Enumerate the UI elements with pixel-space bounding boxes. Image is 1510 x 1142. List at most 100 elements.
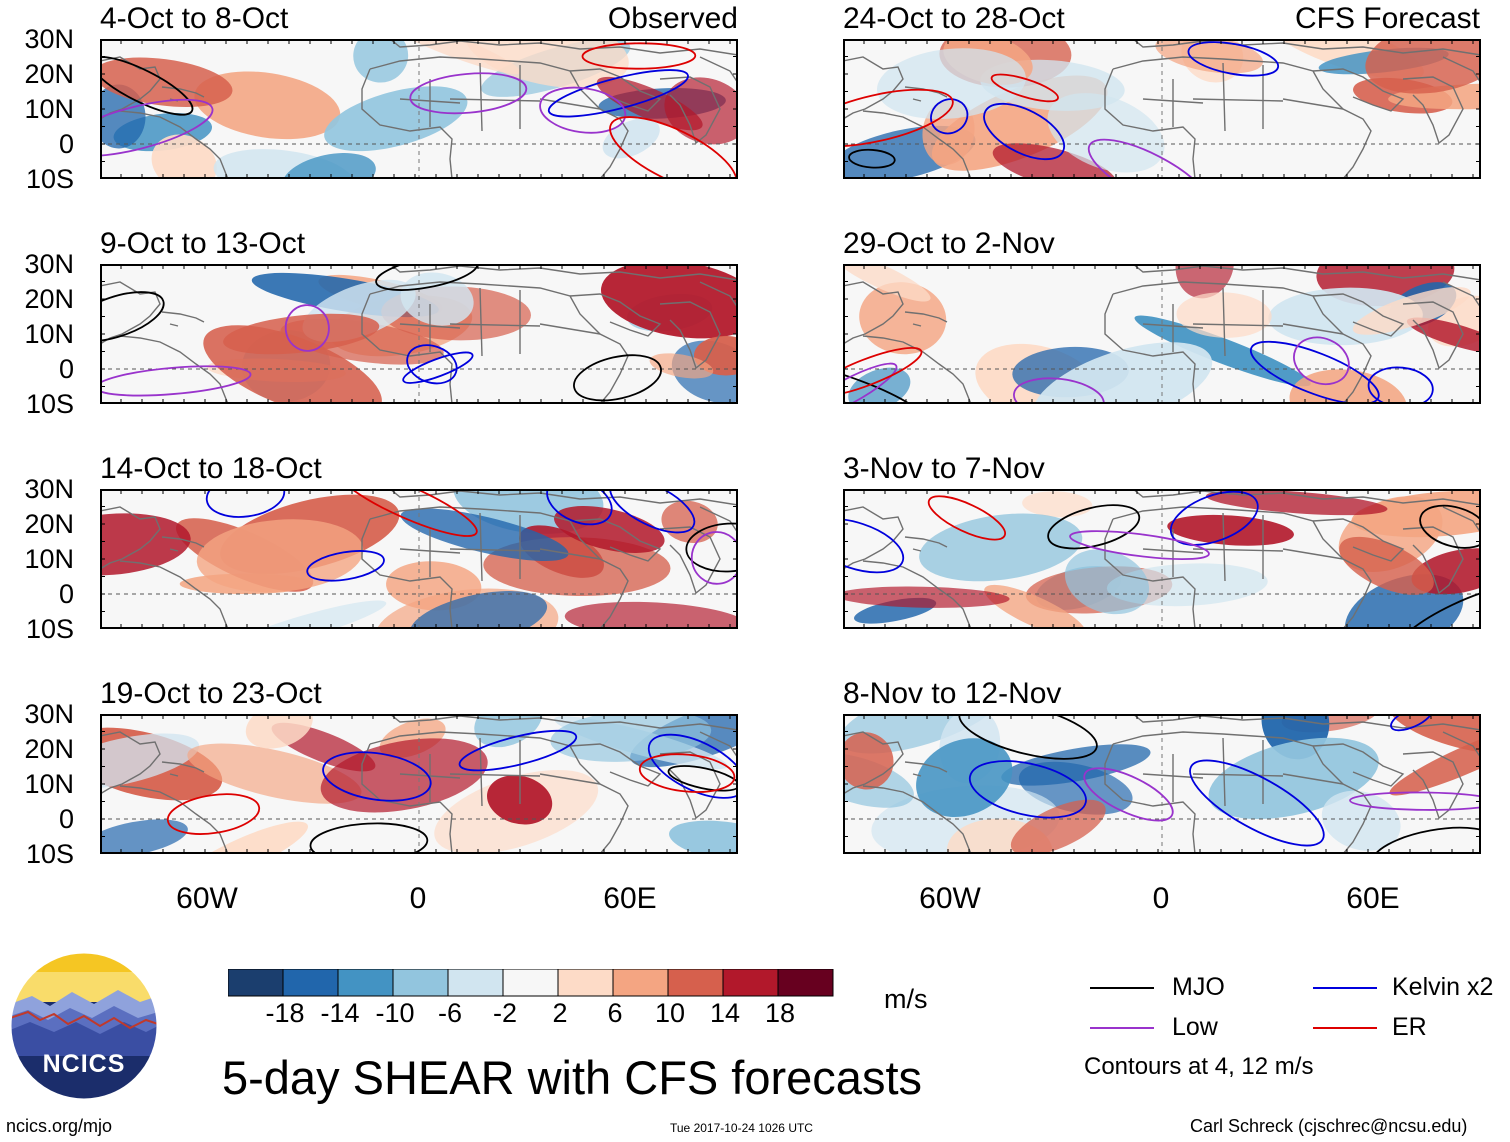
shear-anomaly-blob — [916, 738, 1013, 818]
wave-contour — [100, 291, 165, 343]
shear-anomaly-blob — [223, 600, 387, 629]
wave-contour — [1189, 759, 1325, 847]
coastline — [1104, 293, 1196, 404]
coastline — [1222, 512, 1226, 582]
coastline — [1112, 56, 1372, 179]
coastline — [399, 323, 461, 329]
coastline — [862, 110, 972, 179]
coastline — [361, 743, 453, 854]
y-tick-10n-row2: 10N — [24, 319, 74, 349]
footer-url[interactable]: ncics.org/mjo — [6, 1116, 113, 1136]
wave-contour — [685, 522, 738, 573]
legend-line-kelvin — [1313, 987, 1377, 989]
wave-contour — [1249, 340, 1380, 404]
y-tick-20n-row1: 20N — [24, 59, 74, 89]
coastline — [1442, 731, 1481, 759]
coastline — [361, 68, 453, 179]
y-tick-0-row1: 0 — [58, 129, 74, 159]
colorbar-swatch-5 — [502, 969, 559, 997]
coastline — [1142, 98, 1204, 104]
shear-anomaly-blob — [320, 738, 488, 813]
wave-contour — [573, 354, 662, 402]
x-tick-0-left: 0 — [409, 882, 427, 915]
wave-contour — [581, 42, 697, 70]
coastline — [659, 76, 721, 145]
wave-contour — [667, 765, 738, 792]
coastline — [1442, 56, 1481, 84]
legend-line-low — [1090, 1027, 1154, 1029]
colorbar-label-10: 10 — [654, 998, 686, 1028]
coastline — [1282, 773, 1344, 785]
colorbar-units: m/s — [884, 984, 928, 1014]
wave-contour — [1367, 366, 1434, 404]
shear-anomaly-blob — [876, 48, 1026, 119]
shear-anomaly-blob — [100, 513, 191, 576]
colorbar-label-neg18: -18 — [265, 998, 305, 1028]
wave-contour — [539, 86, 627, 134]
coastline — [904, 536, 948, 548]
wave-contour — [1069, 530, 1210, 561]
coastline — [904, 761, 948, 773]
shear-anomaly-blob — [100, 84, 146, 149]
coastline — [479, 62, 483, 132]
coastline — [569, 68, 662, 112]
wave-contour — [100, 98, 214, 157]
colorbar-label-neg2: -2 — [492, 998, 517, 1028]
coastline — [699, 281, 738, 309]
wave-contour — [1083, 767, 1174, 822]
coastline — [361, 293, 453, 404]
shear-anomaly-blob — [223, 313, 380, 355]
shear-anomaly-blob — [400, 508, 569, 562]
wave-contour — [306, 550, 385, 582]
ncics-logo: NCICS — [10, 952, 158, 1100]
coastline — [161, 86, 205, 98]
shear-anomaly-blob — [1352, 286, 1471, 335]
coastline — [569, 293, 662, 337]
wave-contour — [690, 531, 738, 585]
x-tick-60e-left: 60E — [603, 882, 657, 915]
wave-contour — [1169, 490, 1259, 546]
y-tick-0-row4: 0 — [58, 804, 74, 834]
coastline — [912, 323, 922, 327]
wave-contour — [843, 346, 923, 398]
shear-anomaly-blob — [600, 264, 738, 339]
coastline — [1142, 548, 1204, 554]
colorbar-swatch-8 — [667, 969, 724, 997]
colorbar-label-neg10: -10 — [375, 998, 415, 1028]
coastline — [843, 281, 904, 345]
coastline — [119, 560, 229, 629]
wave-contour — [100, 365, 252, 397]
coastline — [389, 39, 738, 56]
shear-anomaly-blob — [984, 584, 1087, 629]
wave-contour — [843, 88, 954, 148]
coastline — [843, 56, 904, 120]
wave-contour — [309, 822, 429, 854]
coastline — [1142, 773, 1204, 779]
coastline — [1442, 506, 1481, 534]
shear-anomaly-blob — [843, 714, 1003, 754]
coastline — [100, 731, 161, 795]
y-tick-20n-row3: 20N — [24, 509, 74, 539]
y-tick-30n-row3: 30N — [24, 474, 74, 504]
shear-anomaly-blob — [1001, 744, 1151, 786]
coastline — [699, 56, 738, 84]
coastline — [1192, 98, 1284, 102]
coastline — [912, 98, 922, 102]
shear-anomaly-blob — [564, 601, 738, 629]
shear-anomaly-blob — [1022, 491, 1093, 518]
contours-note: Contours at 4, 12 m/s — [1084, 1053, 1314, 1080]
coastline — [539, 323, 601, 335]
panel-title-3: 9-Oct to 13-Oct — [100, 227, 306, 260]
colorbar-label-14: 14 — [709, 998, 741, 1028]
wave-contour — [927, 495, 1006, 541]
y-tick-10n-row3: 10N — [24, 544, 74, 574]
coastline — [369, 56, 629, 179]
main-title: 5-day SHEAR with CFS forecasts — [222, 1051, 922, 1104]
coastline — [569, 743, 662, 787]
panel-title-1: 4-Oct to 8-Oct — [100, 2, 289, 35]
coastline — [659, 526, 721, 595]
coastline — [1132, 39, 1481, 56]
y-tick-30n-row1: 30N — [24, 24, 74, 54]
shear-anomaly-blob — [409, 591, 548, 629]
y-tick-30n-row4: 30N — [24, 699, 74, 729]
